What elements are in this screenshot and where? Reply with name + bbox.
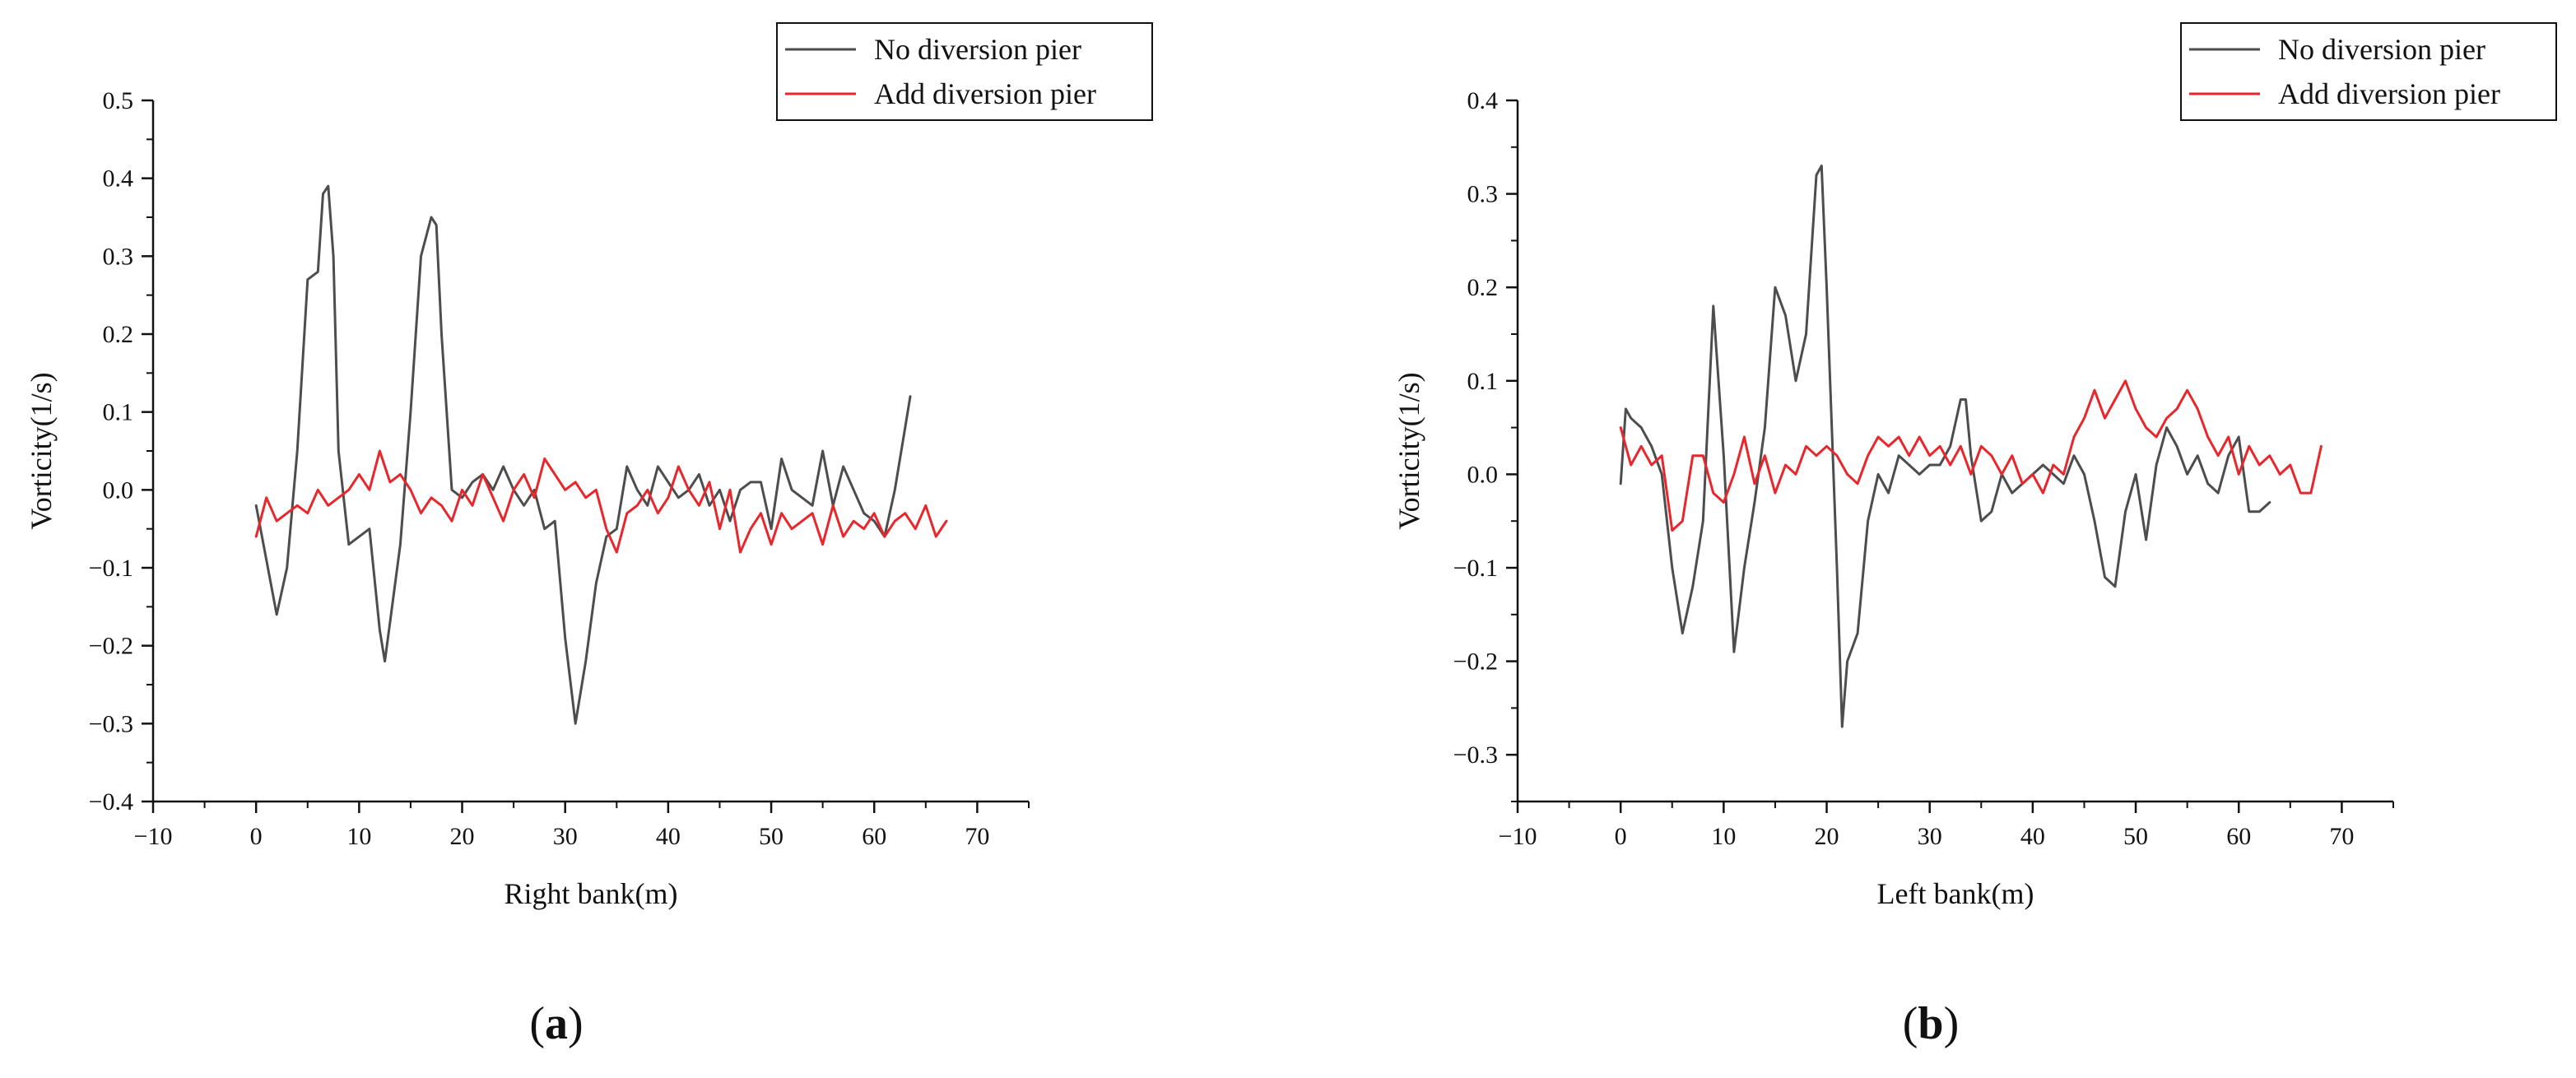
y-tick-label: −0.3 [89, 710, 133, 737]
x-tick-label: 10 [346, 823, 371, 850]
x-tick-label: −10 [1499, 823, 1537, 850]
x-axis-title: Left bank(m) [1877, 877, 2034, 910]
y-tick-label: 0.3 [103, 243, 134, 270]
panel-a: −0.4 −0.3 −0.2 −0.1 0.0 0.1 0.2 0.3 0.4 0.5 −10 0 10… [25, 22, 1153, 1049]
panel-label: (b) [1903, 998, 1959, 1049]
y-tick-label: 0.4 [103, 165, 134, 193]
x-tick-label: −10 [134, 823, 173, 850]
y-tick-label: −0.1 [89, 555, 133, 582]
x-tick-label: 50 [759, 823, 783, 850]
x-tick-label: 20 [450, 823, 475, 850]
x-tick-label: 0 [250, 823, 263, 850]
x-tick-label: 60 [862, 823, 886, 850]
legend-label: No diversion pier [874, 33, 1081, 66]
y-tick-label: 0.4 [1467, 87, 1499, 114]
y-tick-label: 0.0 [1467, 461, 1499, 488]
panel-label-letter: a [545, 998, 568, 1049]
panel-label-letter: b [1918, 998, 1943, 1049]
y-axis-title: Vorticity(1/s) [1393, 372, 1425, 529]
y-tick-label: 0.3 [1467, 181, 1499, 208]
x-tick-label: 40 [2020, 823, 2045, 850]
legend-box [776, 22, 1153, 121]
x-tick-label: 10 [1711, 823, 1736, 850]
y-tick-label: −0.2 [1453, 648, 1498, 676]
x-tick-label: 0 [1615, 823, 1627, 850]
series-line-add-diversion-pier [254, 449, 948, 554]
panel-label: (a) [529, 998, 583, 1049]
x-tick-label: 50 [2123, 823, 2148, 850]
x-tick-label: 70 [965, 823, 989, 850]
x-axis-title: Right bank(m) [505, 877, 678, 910]
y-tick-label: 0.2 [1467, 274, 1499, 301]
y-tick-label: 0.0 [103, 476, 134, 504]
x-tick-label: 70 [2329, 823, 2354, 850]
series-line-no-diversion-pier [1619, 165, 2271, 728]
x-tick-label: 30 [1918, 823, 1942, 850]
x-tick-label: 60 [2226, 823, 2251, 850]
x-tick-label: 20 [1815, 823, 1839, 850]
y-tick-label: 0.5 [103, 87, 134, 114]
x-tick-label: 40 [656, 823, 681, 850]
legend-box [2180, 22, 2557, 121]
y-tick-label: 0.2 [103, 321, 134, 348]
series-line-no-diversion-pier [254, 184, 912, 725]
y-tick-label: 0.1 [103, 399, 134, 426]
y-tick-label: 0.1 [1467, 368, 1499, 395]
y-tick-label: −0.3 [1453, 741, 1498, 769]
legend-label: Add diversion pier [2278, 77, 2500, 110]
y-tick-label: −0.1 [1453, 555, 1498, 582]
series-line-add-diversion-pier [1619, 379, 2323, 532]
y-tick-label: −0.4 [89, 788, 133, 815]
legend-label: Add diversion pier [874, 77, 1096, 110]
y-axis-title: Vorticity(1/s) [25, 372, 58, 529]
legend-label: No diversion pier [2278, 33, 2485, 66]
y-tick-label: −0.2 [89, 633, 133, 660]
panel-b: −0.3 −0.2 −0.1 0.0 0.1 0.2 0.3 0.4 −10 0 10 20 30 40 5… [1393, 22, 2557, 1049]
x-tick-label: 30 [553, 823, 578, 850]
